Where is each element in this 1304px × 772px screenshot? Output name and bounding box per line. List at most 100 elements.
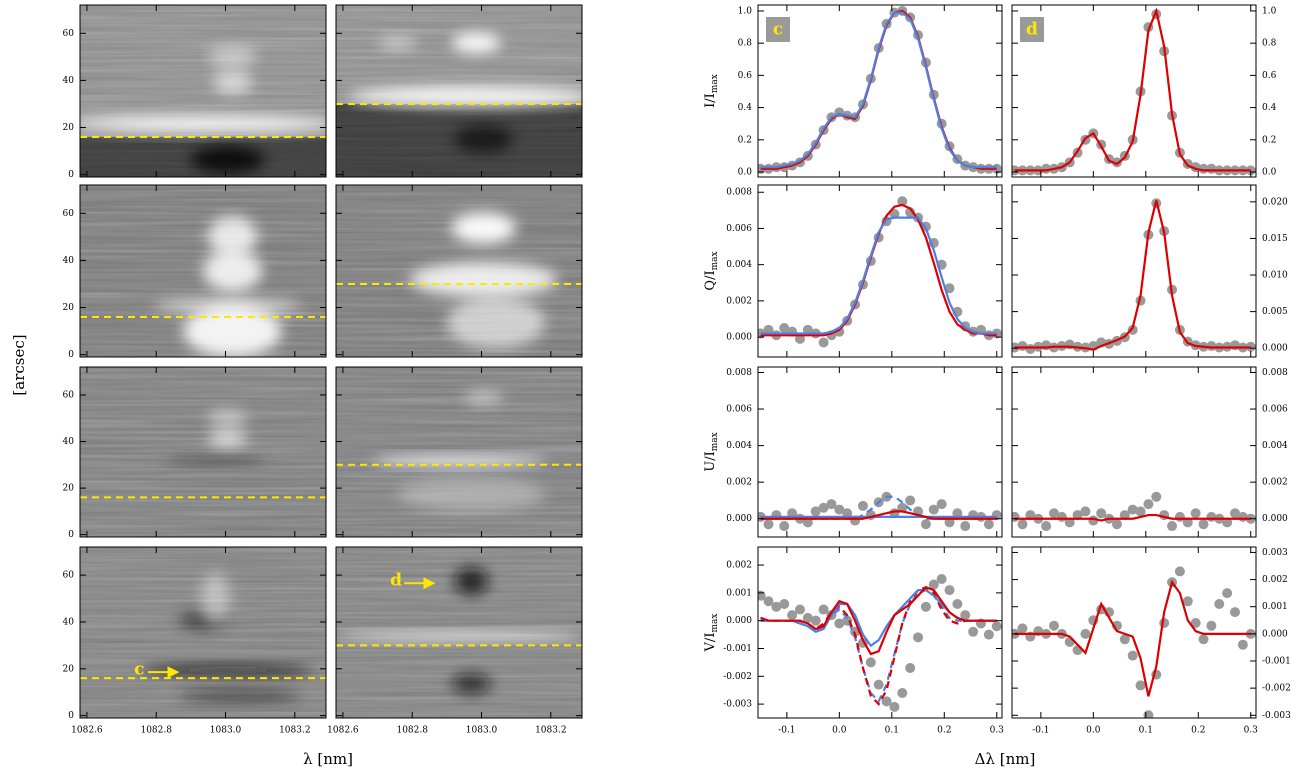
data-point (1182, 517, 1193, 528)
data-point (802, 324, 813, 335)
panel-frame (335, 366, 583, 538)
data-point (1119, 634, 1130, 645)
x-tick-label: 0.1 (885, 726, 899, 736)
y-tick-label: 0.006 (726, 405, 752, 415)
plot-area (80, 5, 326, 177)
data-point (936, 573, 947, 584)
y-tick-label: 0.001 (1262, 602, 1288, 612)
panel (335, 184, 583, 358)
panel-frame (1011, 184, 1257, 358)
data-point (763, 596, 774, 607)
plot-area (1012, 7, 1256, 176)
data-point (928, 579, 939, 590)
fit-line (1014, 200, 1251, 351)
plot-area (336, 5, 582, 177)
y-axis-label-main: V/I (703, 633, 718, 653)
y-tick-label: 20 (63, 484, 75, 494)
y-axis-label: V/Imax (703, 614, 720, 653)
panel (335, 366, 583, 538)
y-tick-label: 60 (63, 209, 75, 219)
data-point (1080, 506, 1091, 517)
fit-line (1014, 7, 1251, 172)
data-point (1245, 341, 1256, 352)
panel: U/Imax 0.000 0.002 0.004 0.006 0.008 (703, 366, 1003, 538)
data-point (763, 519, 774, 530)
data-point (1048, 620, 1059, 631)
data-point (944, 585, 955, 596)
panel-frame (335, 546, 583, 719)
y-tick-label: 0 (68, 170, 74, 180)
panel-frame (79, 366, 327, 538)
data-point (928, 504, 939, 515)
panel-frame (335, 4, 583, 178)
data-point (944, 283, 955, 294)
fit-line (1014, 513, 1251, 522)
y-tick-label: 0 (68, 350, 74, 360)
y-axis-label: I/Imax (703, 74, 720, 108)
data-point (936, 499, 947, 510)
data-point (952, 508, 963, 519)
plot-area (758, 573, 1002, 712)
plot-area (80, 367, 326, 537)
data-point (1012, 511, 1020, 522)
y-tick-label: 0.2 (738, 135, 752, 145)
image-texture (336, 5, 582, 177)
data-point (1214, 599, 1225, 609)
y-tick-label: 0.4 (738, 103, 753, 113)
y-tick-label: 0.002 (1262, 478, 1288, 488)
data-point (794, 604, 805, 615)
x-tick-label: 1082.8 (140, 726, 172, 736)
panel-frame (79, 546, 327, 719)
panel: d 1082.6 1082.8 1083.0 1083.2 (327, 546, 583, 736)
data-point (1151, 491, 1162, 502)
y-tick-label: 20 (63, 123, 75, 133)
data-point (1127, 324, 1138, 335)
data-point (960, 610, 971, 621)
y-tick-label: 0.020 (1262, 197, 1288, 207)
panel-frame (757, 184, 1003, 358)
y-tick-label: 0.0 (738, 168, 753, 178)
panel-frame (79, 184, 327, 358)
y-tick-label: 0.002 (726, 561, 752, 571)
x-tick-label: 1083.0 (466, 726, 498, 736)
data-point (1198, 519, 1209, 530)
data-point (1230, 607, 1241, 618)
image-texture (80, 367, 326, 537)
data-point (1017, 519, 1028, 530)
panel-frame (757, 4, 1003, 178)
data-point (983, 519, 994, 530)
y-tick-label: 0.005 (1262, 307, 1288, 317)
y-tick-label: 60 (63, 29, 75, 39)
y-tick-label: -0.003 (723, 700, 752, 710)
data-point (771, 601, 782, 612)
data-point (834, 504, 845, 515)
x-tick-label: 0.3 (1244, 726, 1259, 736)
panel-frame (757, 366, 1003, 538)
data-point (1025, 510, 1036, 521)
fit-line (760, 510, 997, 520)
data-point (826, 499, 837, 510)
y-tick-label: 0.4 (1262, 103, 1277, 113)
left-x-label: λ [nm] (303, 750, 353, 768)
y-tick-label: 0.006 (1262, 405, 1288, 415)
y-tick-label: 0 (68, 530, 74, 540)
y-tick-label: 0.6 (738, 71, 753, 81)
annotation: c (134, 660, 144, 680)
data-point (960, 521, 971, 532)
y-tick-label: 0.000 (726, 514, 752, 524)
data-point (802, 517, 813, 528)
y-tick-label: 0.0 (1262, 168, 1277, 178)
data-point (905, 495, 916, 506)
x-tick-label: 1083.2 (535, 726, 567, 736)
x-tick-label: 1083.0 (210, 726, 242, 736)
y-axis-label-sub: max (710, 251, 720, 270)
data-point (897, 687, 908, 698)
data-point (1064, 517, 1075, 528)
data-point (865, 657, 876, 668)
panel-label-box (766, 17, 790, 42)
data-point (1127, 504, 1138, 515)
y-tick-label: 1.0 (1262, 6, 1277, 16)
data-point (1190, 508, 1201, 519)
data-point (1182, 596, 1193, 607)
